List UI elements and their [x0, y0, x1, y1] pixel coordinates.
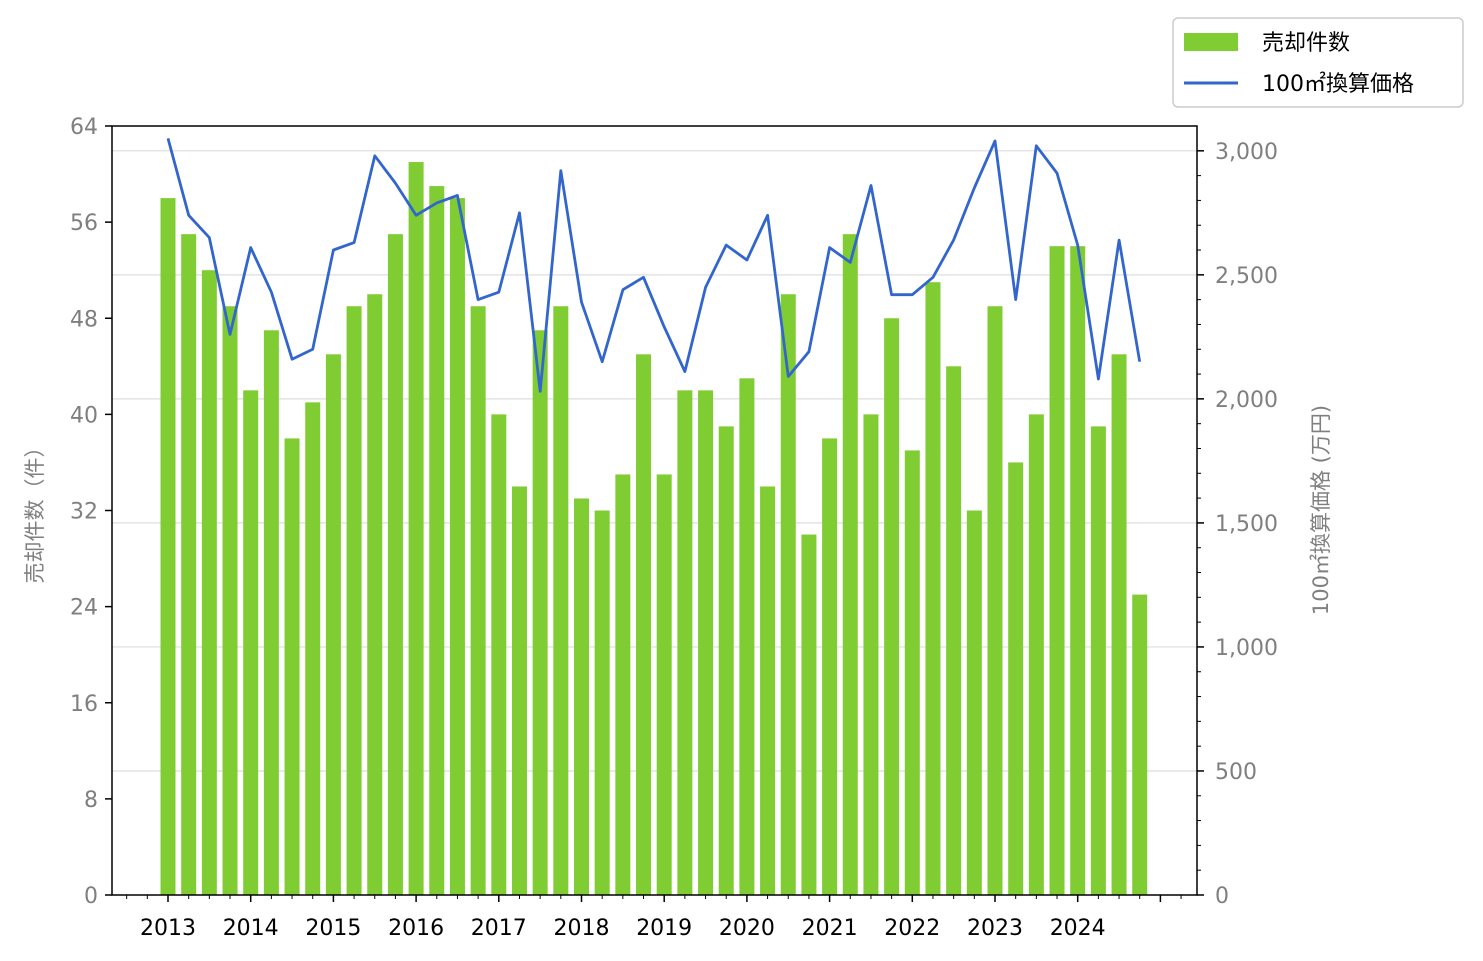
bar — [325, 354, 341, 895]
bar — [284, 438, 300, 895]
bar — [636, 354, 652, 895]
bar — [884, 318, 900, 895]
bar — [966, 510, 982, 895]
right-tick-label: 0 — [1215, 884, 1229, 909]
bar — [987, 306, 1003, 895]
right-tick-label: 2,000 — [1215, 388, 1278, 413]
left-tick-label: 24 — [70, 596, 98, 621]
bar — [408, 162, 424, 895]
x-tick-label: 2016 — [388, 916, 444, 941]
bar — [925, 282, 941, 895]
bar — [1049, 246, 1065, 895]
bar — [429, 186, 445, 895]
bar — [904, 450, 920, 895]
legend-bar-swatch — [1184, 33, 1238, 51]
left-y-axis: 0 8 16 24 32 40 48 56 64 — [70, 115, 112, 909]
bar — [677, 390, 693, 895]
bar — [718, 426, 734, 895]
bar — [656, 474, 672, 895]
bar — [946, 366, 962, 895]
bar — [243, 390, 259, 895]
bar — [760, 486, 776, 895]
right-tick-label: 2,500 — [1215, 264, 1278, 289]
bar — [201, 270, 217, 895]
bar — [1111, 354, 1127, 895]
bar — [842, 234, 858, 895]
bar — [739, 378, 755, 895]
x-tick-label: 2020 — [719, 916, 775, 941]
legend-line-label: 100㎡換算価格 — [1262, 71, 1414, 97]
bar — [1132, 594, 1148, 895]
bar — [470, 306, 486, 895]
bar — [574, 498, 589, 895]
bar — [181, 234, 197, 895]
left-tick-label: 56 — [70, 211, 98, 236]
legend: 売却件数 100㎡換算価格 — [1172, 17, 1464, 108]
x-tick-label: 2013 — [140, 916, 196, 941]
x-tick-label: 2024 — [1050, 916, 1106, 941]
right-y-axis: 0 500 1,000 1,500 2,000 2,500 3,000 — [1197, 140, 1278, 909]
x-tick-label: 2023 — [967, 916, 1023, 941]
bar — [367, 294, 383, 895]
legend-bar-label: 売却件数 — [1262, 31, 1350, 56]
bar — [305, 402, 321, 895]
left-tick-label: 32 — [70, 500, 98, 525]
bar — [1090, 426, 1106, 895]
bar — [491, 414, 507, 895]
bar — [263, 330, 279, 895]
bar-series — [160, 162, 1148, 895]
bar — [387, 234, 403, 895]
bar — [222, 306, 238, 895]
left-tick-label: 40 — [70, 403, 98, 428]
x-tick-label: 2022 — [884, 916, 940, 941]
left-axis-title: 売却件数（件） — [23, 437, 47, 584]
x-tick-label: 2017 — [471, 916, 527, 941]
bar — [801, 534, 817, 895]
left-tick-label: 48 — [70, 307, 98, 332]
bar — [532, 330, 548, 895]
x-axis: 2013 2014 2015 2016 2017 2018 2019 2020 2021 2022… — [126, 895, 1182, 941]
bar — [698, 390, 714, 895]
x-tick-label: 2018 — [554, 916, 610, 941]
right-tick-label: 3,000 — [1215, 140, 1278, 165]
line-series — [166, 138, 1142, 393]
x-tick-label: 2019 — [636, 916, 692, 941]
x-tick-label: 2015 — [305, 916, 361, 941]
x-tick-label: 2014 — [223, 916, 279, 941]
bar — [780, 294, 796, 895]
bar — [553, 306, 569, 895]
bar — [594, 510, 610, 895]
price-line — [166, 138, 1142, 393]
left-tick-label: 0 — [84, 884, 98, 909]
left-tick-label: 64 — [70, 115, 98, 140]
left-tick-label: 8 — [84, 788, 98, 813]
right-axis-title: 100㎡換算価格 (万円) — [1309, 405, 1333, 615]
legend-frame — [1172, 17, 1464, 108]
bar — [160, 198, 176, 895]
bar — [1008, 462, 1024, 895]
bar — [863, 414, 879, 895]
right-tick-label: 500 — [1215, 760, 1257, 785]
bar — [346, 306, 362, 895]
x-tick-label: 2021 — [802, 916, 858, 941]
right-tick-label: 1,000 — [1215, 636, 1278, 661]
bar — [1028, 414, 1044, 895]
right-tick-label: 1,500 — [1215, 512, 1278, 537]
bar — [449, 198, 465, 895]
bar — [1070, 246, 1086, 895]
left-tick-label: 16 — [70, 692, 98, 717]
bar — [511, 486, 527, 895]
bar — [615, 474, 631, 895]
bar — [822, 438, 838, 895]
